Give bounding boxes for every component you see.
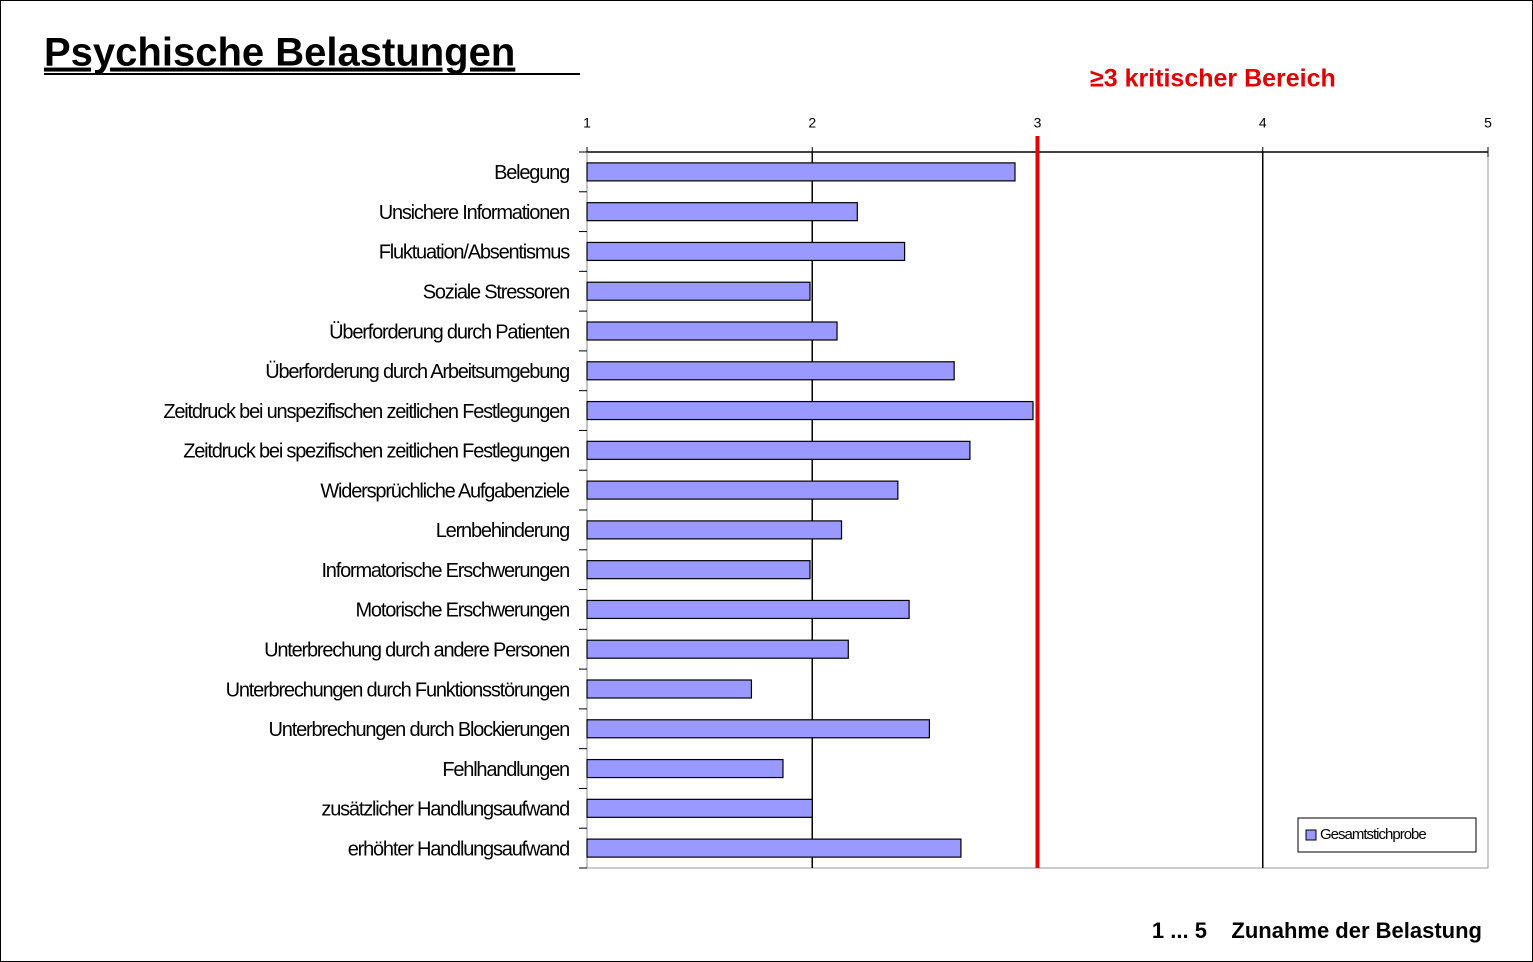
bar: [586, 560, 811, 580]
y-tick-label: zusätzlicher Handlungsaufwand: [321, 799, 569, 821]
legend-label: Gesamtstichprobe: [1320, 826, 1426, 843]
y-tick-label: Lernbehinderung: [436, 520, 569, 542]
y-tick-label: Zeitdruck bei spezifischen zeitlichen Fe…: [183, 441, 569, 463]
bar: [586, 440, 971, 460]
bar: [586, 520, 843, 540]
y-tick-label: Fluktuation/Absentismus: [379, 242, 570, 264]
y-tick-label: Zeitdruck bei unspezifischen zeitlichen …: [163, 401, 569, 423]
y-tick-label: Überforderung durch Arbeitsumgebung: [265, 361, 569, 383]
bar: [586, 719, 930, 739]
bar: [586, 480, 899, 500]
annotation: ≥3 kritischer Bereich: [1090, 65, 1336, 93]
bar: [586, 241, 906, 262]
y-tick-label: Unterbrechung durch andere Personen: [264, 640, 569, 662]
bar: [586, 281, 811, 301]
y-tick-label: erhöhter Handlungsaufwand: [348, 838, 569, 860]
x-tick-label: 1: [583, 115, 591, 131]
bar: [586, 361, 955, 381]
bar: [586, 400, 1034, 421]
legend-swatch: [1305, 829, 1317, 841]
bar: [586, 202, 858, 222]
x-tick-label: 4: [1259, 115, 1267, 131]
bar: [586, 838, 962, 858]
y-tick-label: Unsichere Informationen: [379, 202, 569, 224]
bar: [586, 599, 910, 620]
bar: [586, 758, 784, 779]
y-tick-label: Fehlhandlungen: [442, 759, 569, 781]
axis-note: 1 ... 5 Zunahme der Belastung: [1152, 918, 1482, 943]
bar: [586, 639, 849, 659]
x-tick-label: 3: [1034, 115, 1042, 131]
chart-title: Psychische Belastungen: [44, 31, 515, 75]
x-tick-label: 2: [808, 115, 816, 131]
y-tick-label: Belegung: [494, 162, 569, 184]
y-tick-label: Soziale Stressoren: [423, 282, 569, 304]
y-tick-label: Überforderung durch Patienten: [329, 321, 569, 343]
y-tick-label: Informatorische Erschwerungen: [321, 560, 569, 582]
bar: [586, 798, 813, 818]
legend-box: [1297, 817, 1477, 853]
x-tick-label: 5: [1484, 115, 1492, 131]
bar: [586, 162, 1016, 182]
y-tick-label: Widersprüchliche Aufgabenziele: [320, 480, 570, 502]
bar: [586, 321, 838, 341]
y-tick-label: Unterbrechungen durch Blockierungen: [269, 719, 570, 741]
y-tick-label: Unterbrechungen durch Funktionsstörungen: [226, 679, 569, 701]
y-tick-label: Motorische Erschwerungen: [355, 600, 569, 622]
bar: [586, 679, 753, 699]
